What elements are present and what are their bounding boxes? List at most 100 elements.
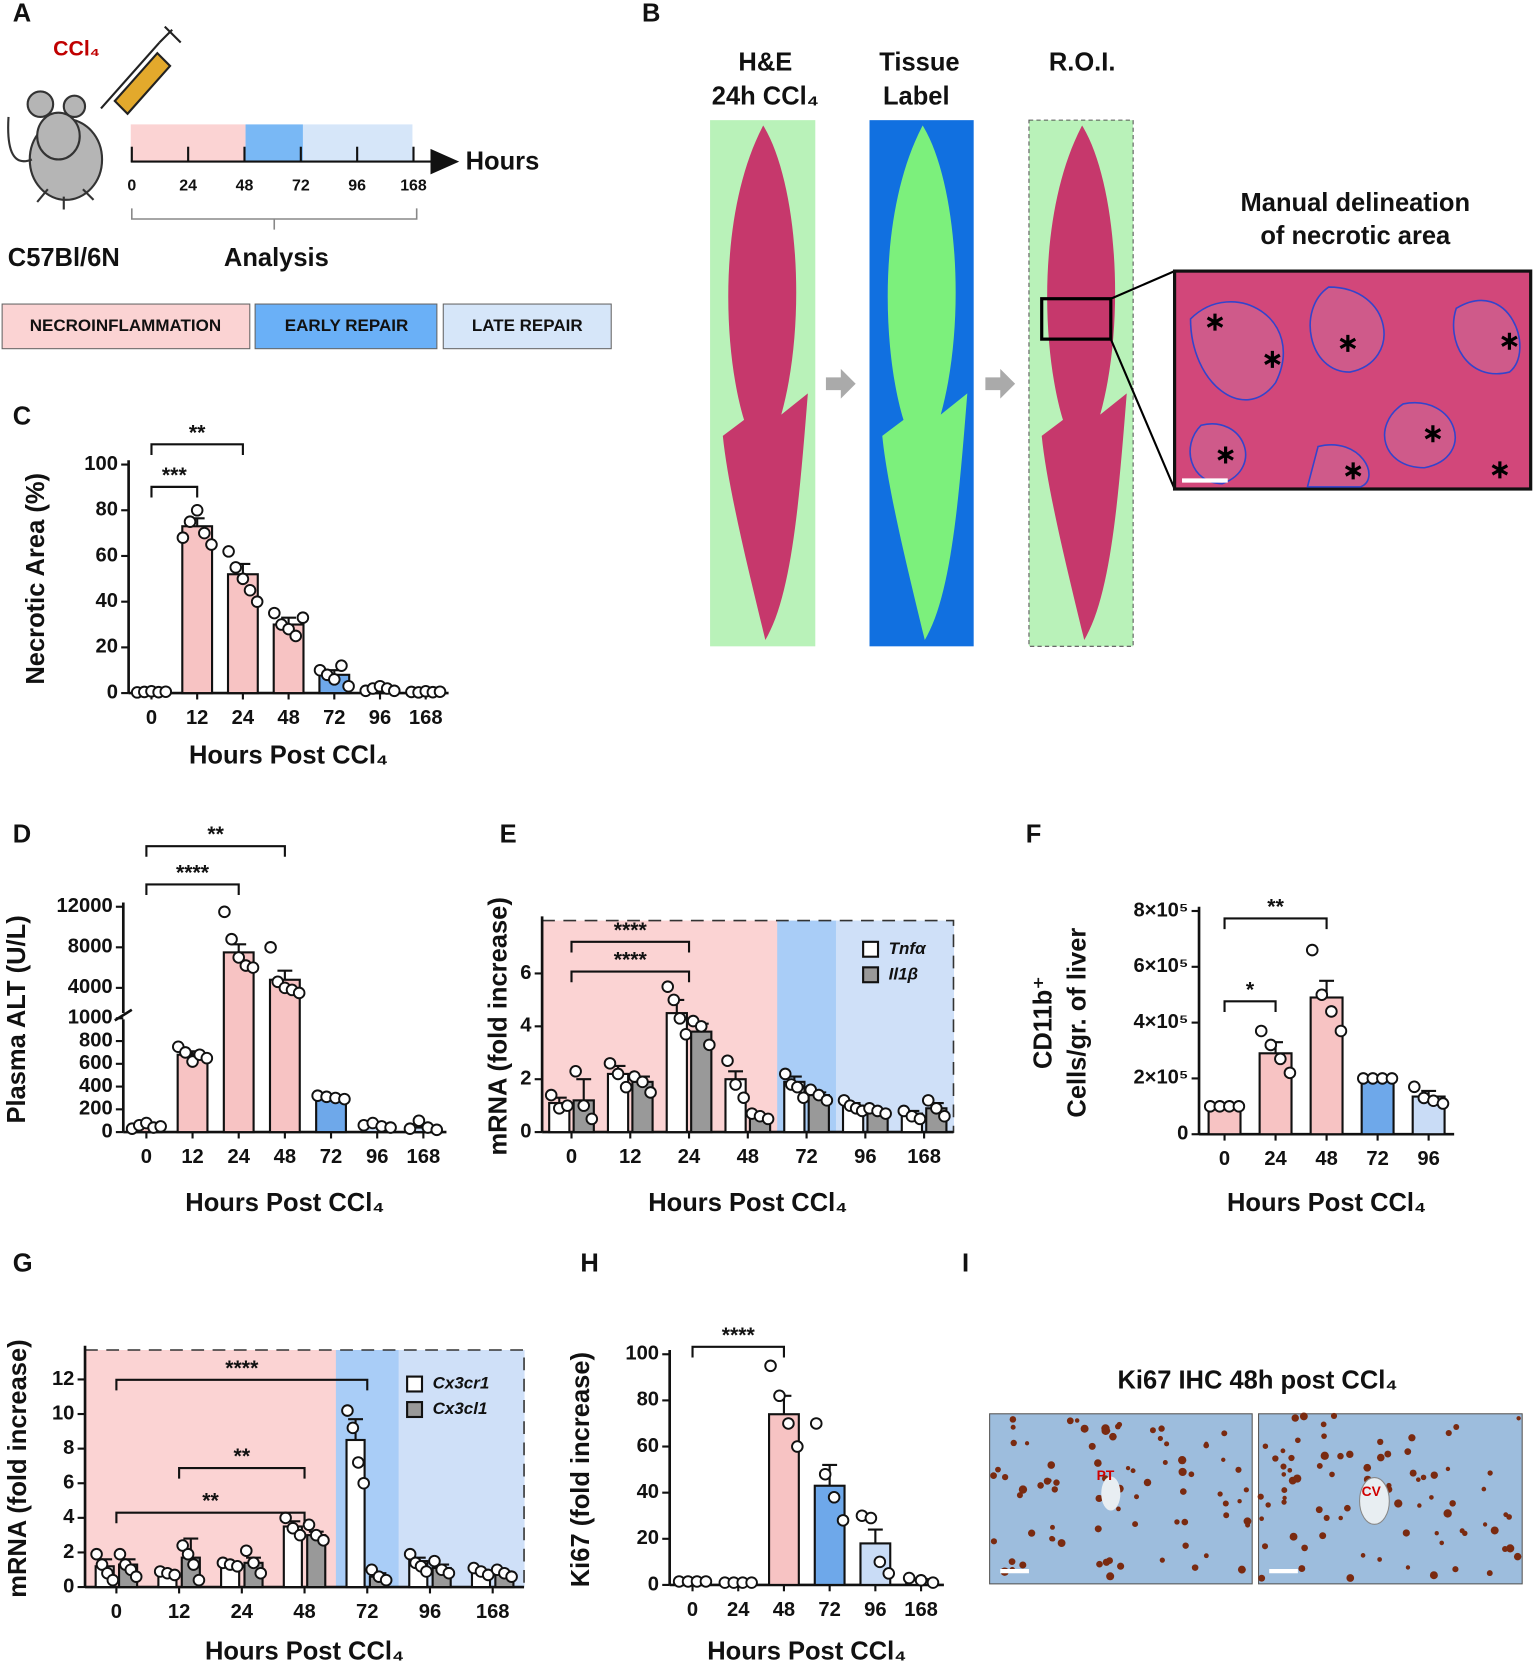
nucleus — [1094, 1459, 1102, 1467]
data-point — [247, 1556, 260, 1570]
panel-letter: C — [13, 403, 31, 431]
nucleus — [1221, 1457, 1226, 1462]
nucleus — [1420, 1474, 1427, 1481]
x-tick-label: 72 — [1366, 1148, 1388, 1170]
y-tick-label: 1000 — [68, 1007, 113, 1029]
nucleus — [1402, 1529, 1410, 1537]
data-point — [190, 503, 204, 517]
nucleus — [1503, 1512, 1509, 1518]
panel-letter: B — [642, 0, 660, 28]
y-tick-label: 10 — [52, 1402, 74, 1424]
x-tick-label: 168 — [407, 1146, 441, 1168]
data-point — [914, 1574, 928, 1587]
nucleus — [1337, 1452, 1344, 1460]
x-tick-label: 72 — [320, 1146, 342, 1168]
x-axis-label: Hours Post CCl₄ — [1227, 1189, 1426, 1217]
data-point — [827, 1491, 841, 1504]
data-point — [292, 986, 306, 1000]
data-point — [328, 673, 341, 686]
data-point — [703, 1038, 716, 1052]
data-point — [218, 905, 231, 919]
data-point — [95, 1558, 109, 1571]
y-axis-label: mRNA (fold increase) — [4, 1339, 32, 1597]
y-tick-label: 8000 — [68, 936, 113, 958]
x-tick-label: 168 — [409, 707, 443, 729]
phase-early — [245, 124, 303, 162]
panel-letter: D — [13, 820, 31, 848]
ihc-image — [1258, 1413, 1523, 1585]
x-tick-label: 0 — [1219, 1148, 1230, 1170]
panel-letter: H — [580, 1250, 598, 1278]
significance-bracket — [145, 845, 286, 857]
data-point — [403, 1122, 417, 1135]
y-tick-label: 100 — [84, 453, 118, 475]
x-tick-label: 12 — [168, 1601, 190, 1623]
nucleus — [1258, 1574, 1266, 1582]
y-tick-label: 600 — [79, 1052, 113, 1074]
significance-label: ** — [234, 1444, 251, 1468]
panel-letter: A — [13, 0, 31, 28]
x-tick-label: 24 — [231, 1601, 254, 1623]
nucleus — [1394, 1499, 1403, 1508]
nucleus — [1222, 1500, 1229, 1507]
significance-label: *** — [162, 463, 188, 487]
nucleus — [1191, 1564, 1199, 1571]
significance-label: * — [1246, 977, 1255, 1001]
data-point — [154, 1120, 167, 1133]
data-point — [1232, 1100, 1246, 1113]
image-title: H&E — [738, 49, 792, 77]
nucleus — [1452, 1566, 1459, 1573]
nucleus — [1409, 1469, 1417, 1477]
nucleus — [1516, 1416, 1521, 1421]
x-tick-label: 48 — [737, 1146, 759, 1168]
image-title: Label — [883, 83, 950, 111]
timeline-tick-label: 48 — [236, 177, 254, 194]
nucleus — [1482, 1522, 1488, 1527]
nucleus — [1301, 1544, 1308, 1552]
nucleus — [1486, 1570, 1493, 1577]
x-tick-label: 96 — [366, 1146, 388, 1168]
nucleus — [1074, 1418, 1080, 1423]
nucleus — [1490, 1526, 1499, 1535]
x-tick-label: 0 — [687, 1599, 698, 1621]
x-tick-label: 168 — [904, 1599, 938, 1621]
data-point — [229, 561, 243, 574]
nucleus — [1429, 1571, 1438, 1580]
significance-bracket — [178, 1466, 306, 1479]
y-tick-label: 40 — [637, 1481, 659, 1503]
y-axis-label: Necrotic Area (%) — [22, 473, 50, 685]
nucleus — [1164, 1441, 1170, 1447]
nucleus — [1010, 1424, 1016, 1430]
nucleus — [1162, 1459, 1168, 1465]
data-point — [205, 538, 218, 551]
data-point — [243, 583, 257, 597]
nucleus — [1481, 1486, 1487, 1492]
nucleus — [1257, 1493, 1264, 1500]
nucleus — [1134, 1494, 1140, 1500]
phase-text: NECROINFLAMMATION — [30, 316, 221, 335]
data-point — [1305, 943, 1319, 957]
data-point — [1408, 1080, 1421, 1094]
nucleus — [1028, 1529, 1036, 1537]
x-tick-label: 96 — [854, 1146, 876, 1168]
data-point — [302, 1518, 316, 1532]
x-tick-label: 72 — [356, 1601, 378, 1623]
nucleus — [1315, 1506, 1323, 1514]
data-point — [721, 1054, 734, 1067]
significance-label: **** — [722, 1323, 756, 1347]
nucleus — [1259, 1516, 1264, 1521]
nucleus — [1281, 1499, 1287, 1505]
nucleus — [1262, 1443, 1269, 1449]
liver-mask — [882, 125, 968, 640]
nucleus — [1181, 1518, 1189, 1526]
data-point — [412, 1114, 426, 1127]
nucleus — [1002, 1473, 1009, 1481]
y-tick-label: 0 — [1177, 1123, 1188, 1145]
data-point — [611, 1067, 625, 1081]
liver-roi — [1041, 125, 1127, 640]
data-point — [836, 1514, 850, 1527]
panel-letter: E — [500, 820, 517, 848]
nucleus — [1429, 1495, 1434, 1500]
nucleus — [1051, 1486, 1058, 1493]
y-tick-label: 0 — [101, 1120, 112, 1142]
